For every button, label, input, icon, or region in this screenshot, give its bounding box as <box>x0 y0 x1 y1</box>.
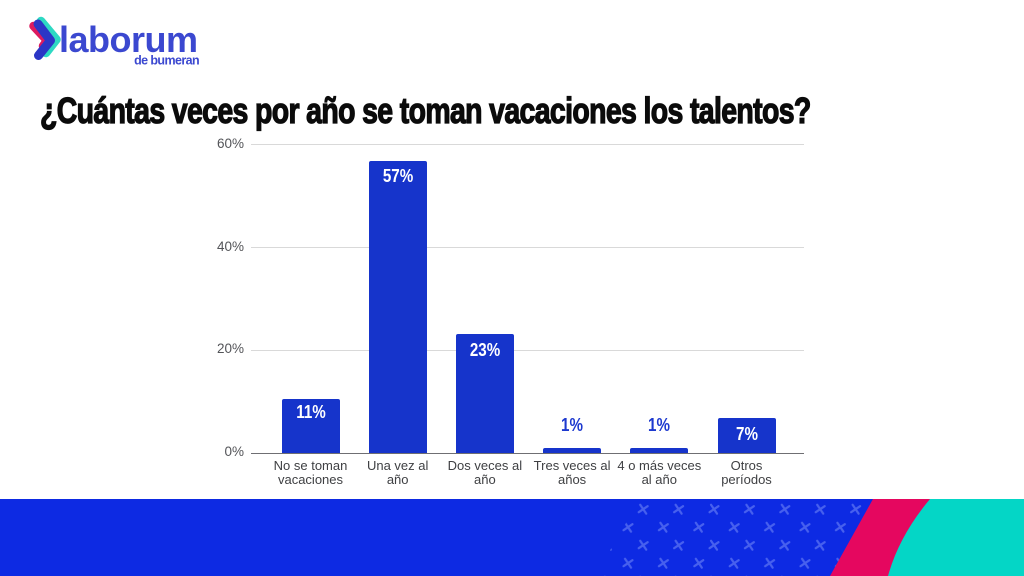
svg-text:laborum: laborum <box>59 19 198 60</box>
svg-text:de bumeran: de bumeran <box>134 54 199 68</box>
